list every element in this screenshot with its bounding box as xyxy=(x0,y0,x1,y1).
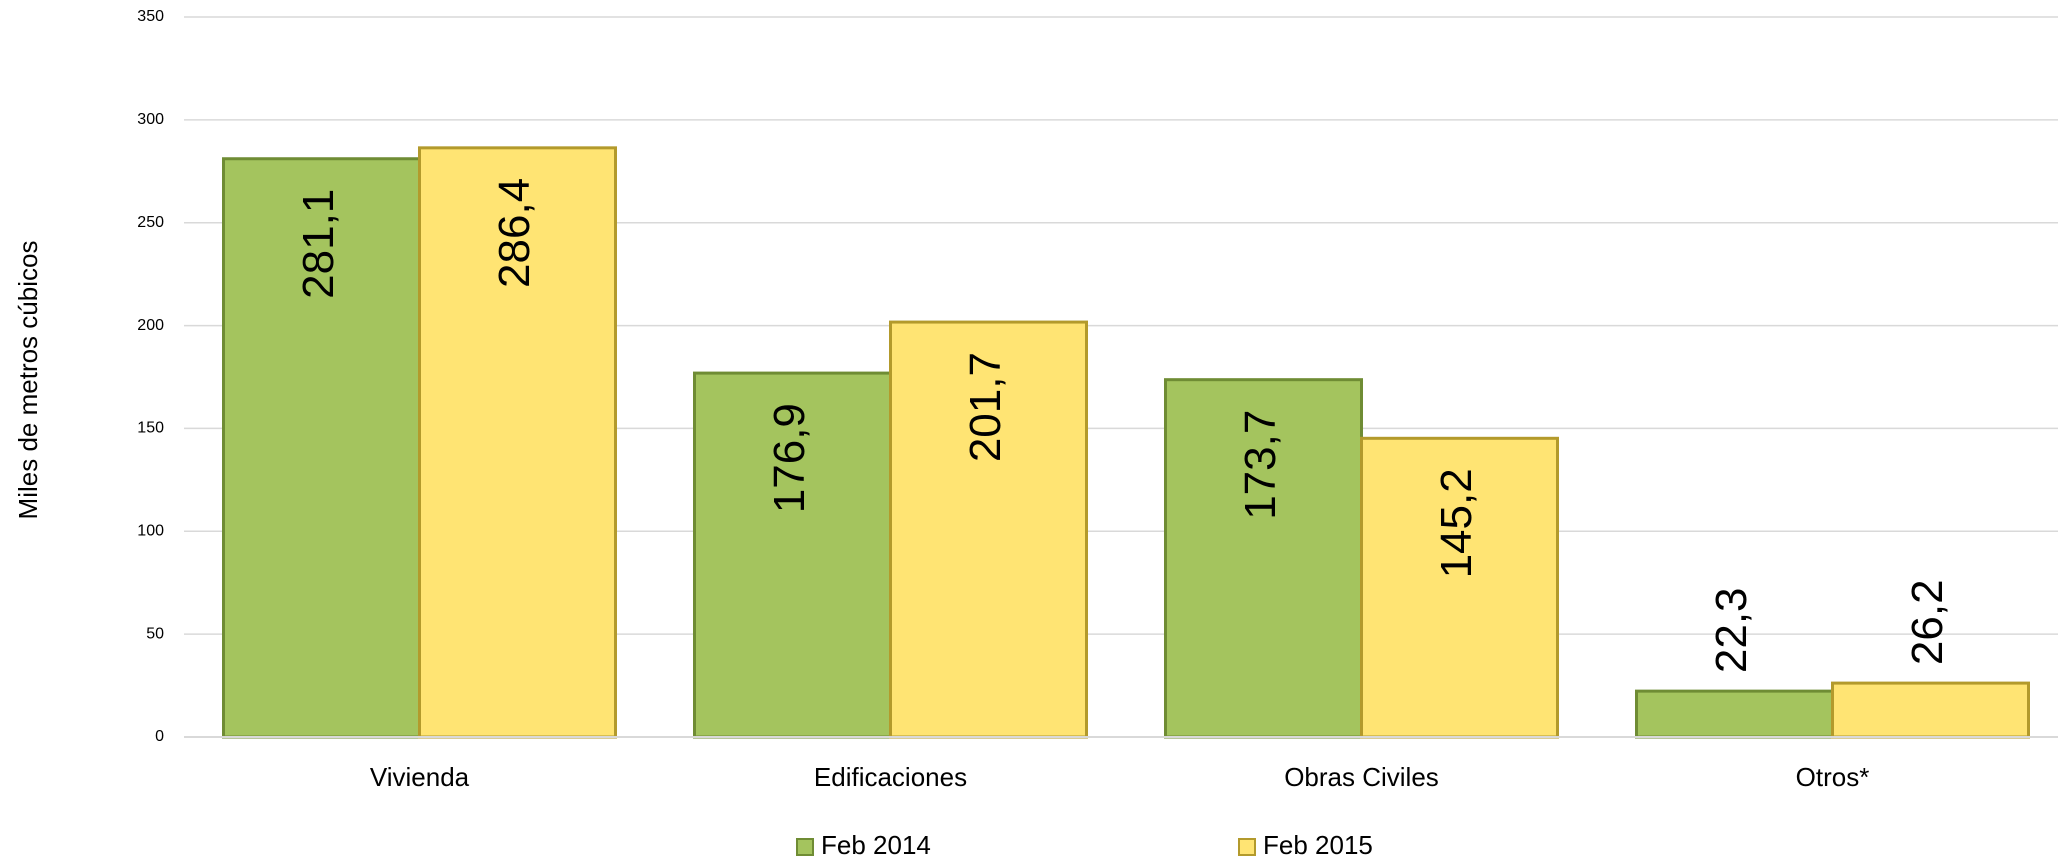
y-tick-label: 100 xyxy=(137,523,164,540)
data-label: 176,9 xyxy=(765,403,814,513)
bar xyxy=(1635,689,1834,739)
x-tick-label: Obras Civiles xyxy=(1284,762,1439,792)
bar xyxy=(1360,436,1559,739)
legend-label: Feb 2014 xyxy=(821,830,931,860)
y-tick-label: 350 xyxy=(137,8,164,25)
y-tick-label: 50 xyxy=(146,625,164,642)
data-label: 26,2 xyxy=(1903,579,1952,665)
bar xyxy=(222,157,421,739)
x-tick-label: Vivienda xyxy=(370,762,470,792)
y-axis-title: Miles de metros cúbicos xyxy=(13,241,43,520)
y-tick-label: 250 xyxy=(137,214,164,231)
data-label: 286,4 xyxy=(490,178,539,288)
data-label: 173,7 xyxy=(1236,410,1285,520)
legend-swatch xyxy=(1238,838,1256,856)
data-label: 201,7 xyxy=(961,352,1010,462)
bar xyxy=(1831,681,2030,739)
data-label: 22,3 xyxy=(1707,587,1756,673)
data-label: 281,1 xyxy=(294,189,343,299)
y-tick-label: 300 xyxy=(137,111,164,128)
y-tick-label: 200 xyxy=(137,317,164,334)
x-tick-label: Otros* xyxy=(1796,762,1870,792)
bar xyxy=(889,320,1088,739)
y-tick-label: 0 xyxy=(155,728,164,745)
legend-label: Feb 2015 xyxy=(1263,830,1373,860)
y-tick-label: 150 xyxy=(137,420,164,437)
bar xyxy=(418,146,617,739)
data-label: 145,2 xyxy=(1432,468,1481,578)
legend-swatch xyxy=(796,838,814,856)
x-tick-label: Edificaciones xyxy=(814,762,967,792)
